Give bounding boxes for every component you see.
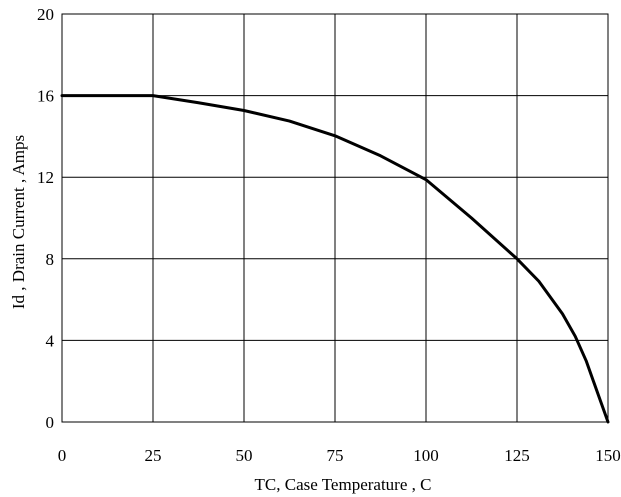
series-line xyxy=(60,94,610,424)
series-layer xyxy=(60,94,610,424)
x-tick-label: 100 xyxy=(413,446,439,465)
y-tick-label: 12 xyxy=(37,168,54,187)
x-axis-title: TC, Case Temperature , C xyxy=(255,475,432,494)
y-tick-label: 0 xyxy=(46,413,55,432)
x-tick-label: 0 xyxy=(58,446,67,465)
y-tick-labels: 0 4 8 12 16 20 xyxy=(37,5,55,432)
y-tick-label: 16 xyxy=(37,87,54,106)
plot-frame xyxy=(61,13,609,423)
x-tick-label: 75 xyxy=(327,446,344,465)
y-axis-title: Id , Drain Current , Amps xyxy=(9,135,28,309)
y-tick-label: 4 xyxy=(46,331,55,350)
x-tick-labels: 0 25 50 75 100 125 150 xyxy=(58,446,621,465)
x-tick-label: 25 xyxy=(145,446,162,465)
x-tick-label: 150 xyxy=(595,446,621,465)
grid xyxy=(62,14,608,422)
y-tick-label: 20 xyxy=(37,5,54,24)
x-tick-label: 125 xyxy=(504,446,530,465)
x-tick-label: 50 xyxy=(236,446,253,465)
y-tick-label: 8 xyxy=(46,250,55,269)
